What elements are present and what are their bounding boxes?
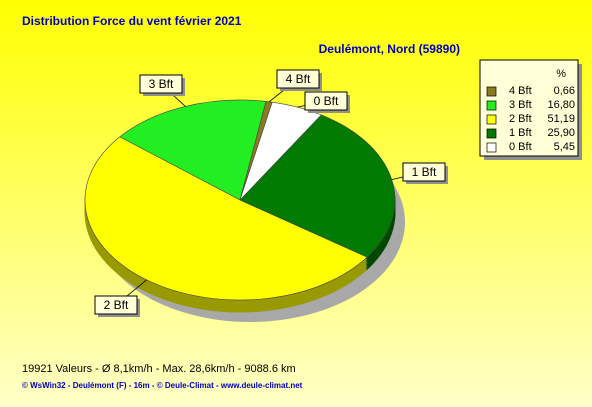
legend-swatch [486, 100, 497, 111]
legend-swatch [486, 142, 497, 153]
legend-label: 2 Bft [509, 113, 532, 125]
legend-swatch [486, 86, 497, 97]
slice [239, 101, 322, 201]
label-box [276, 69, 320, 89]
footer-note: 19921 Valeurs - Ø 8,1km/h - Max. 28,6km/… [22, 363, 296, 375]
footer-credit: © WsWin32 - Deulémont (F) - 16m - © Deul… [22, 381, 303, 390]
slice-label: 2 Bft [104, 298, 129, 312]
legend-swatch [486, 128, 497, 139]
slice [239, 114, 396, 258]
legend-title: % [556, 68, 566, 80]
legend-label: 0 Bft [509, 141, 532, 153]
slice-label: 4 Bft [286, 72, 311, 86]
label-box [94, 295, 138, 315]
chart-subtitle: Deulémont, Nord (59890) [319, 42, 460, 56]
legend-label: 4 Bft [509, 85, 532, 97]
slice-label: 0 Bft [314, 94, 339, 108]
slice-label: 3 Bft [149, 77, 174, 91]
label-box [304, 91, 348, 111]
legend-value: 51,19 [547, 113, 575, 125]
legend-value: 16,80 [547, 99, 575, 111]
legend-value: 25,90 [547, 127, 575, 139]
legend-label: 3 Bft [509, 99, 532, 111]
slice [84, 136, 368, 301]
slice-label: 1 Bft [412, 165, 437, 179]
label-box [402, 162, 446, 182]
legend-value: 0,66 [554, 85, 575, 97]
legend-swatch [486, 114, 497, 125]
legend-label: 1 Bft [509, 127, 532, 139]
legend-value: 5,45 [554, 141, 575, 153]
label-box [139, 74, 183, 94]
legend-box [479, 59, 579, 157]
chart-title: Distribution Force du vent février 2021 [22, 14, 242, 28]
